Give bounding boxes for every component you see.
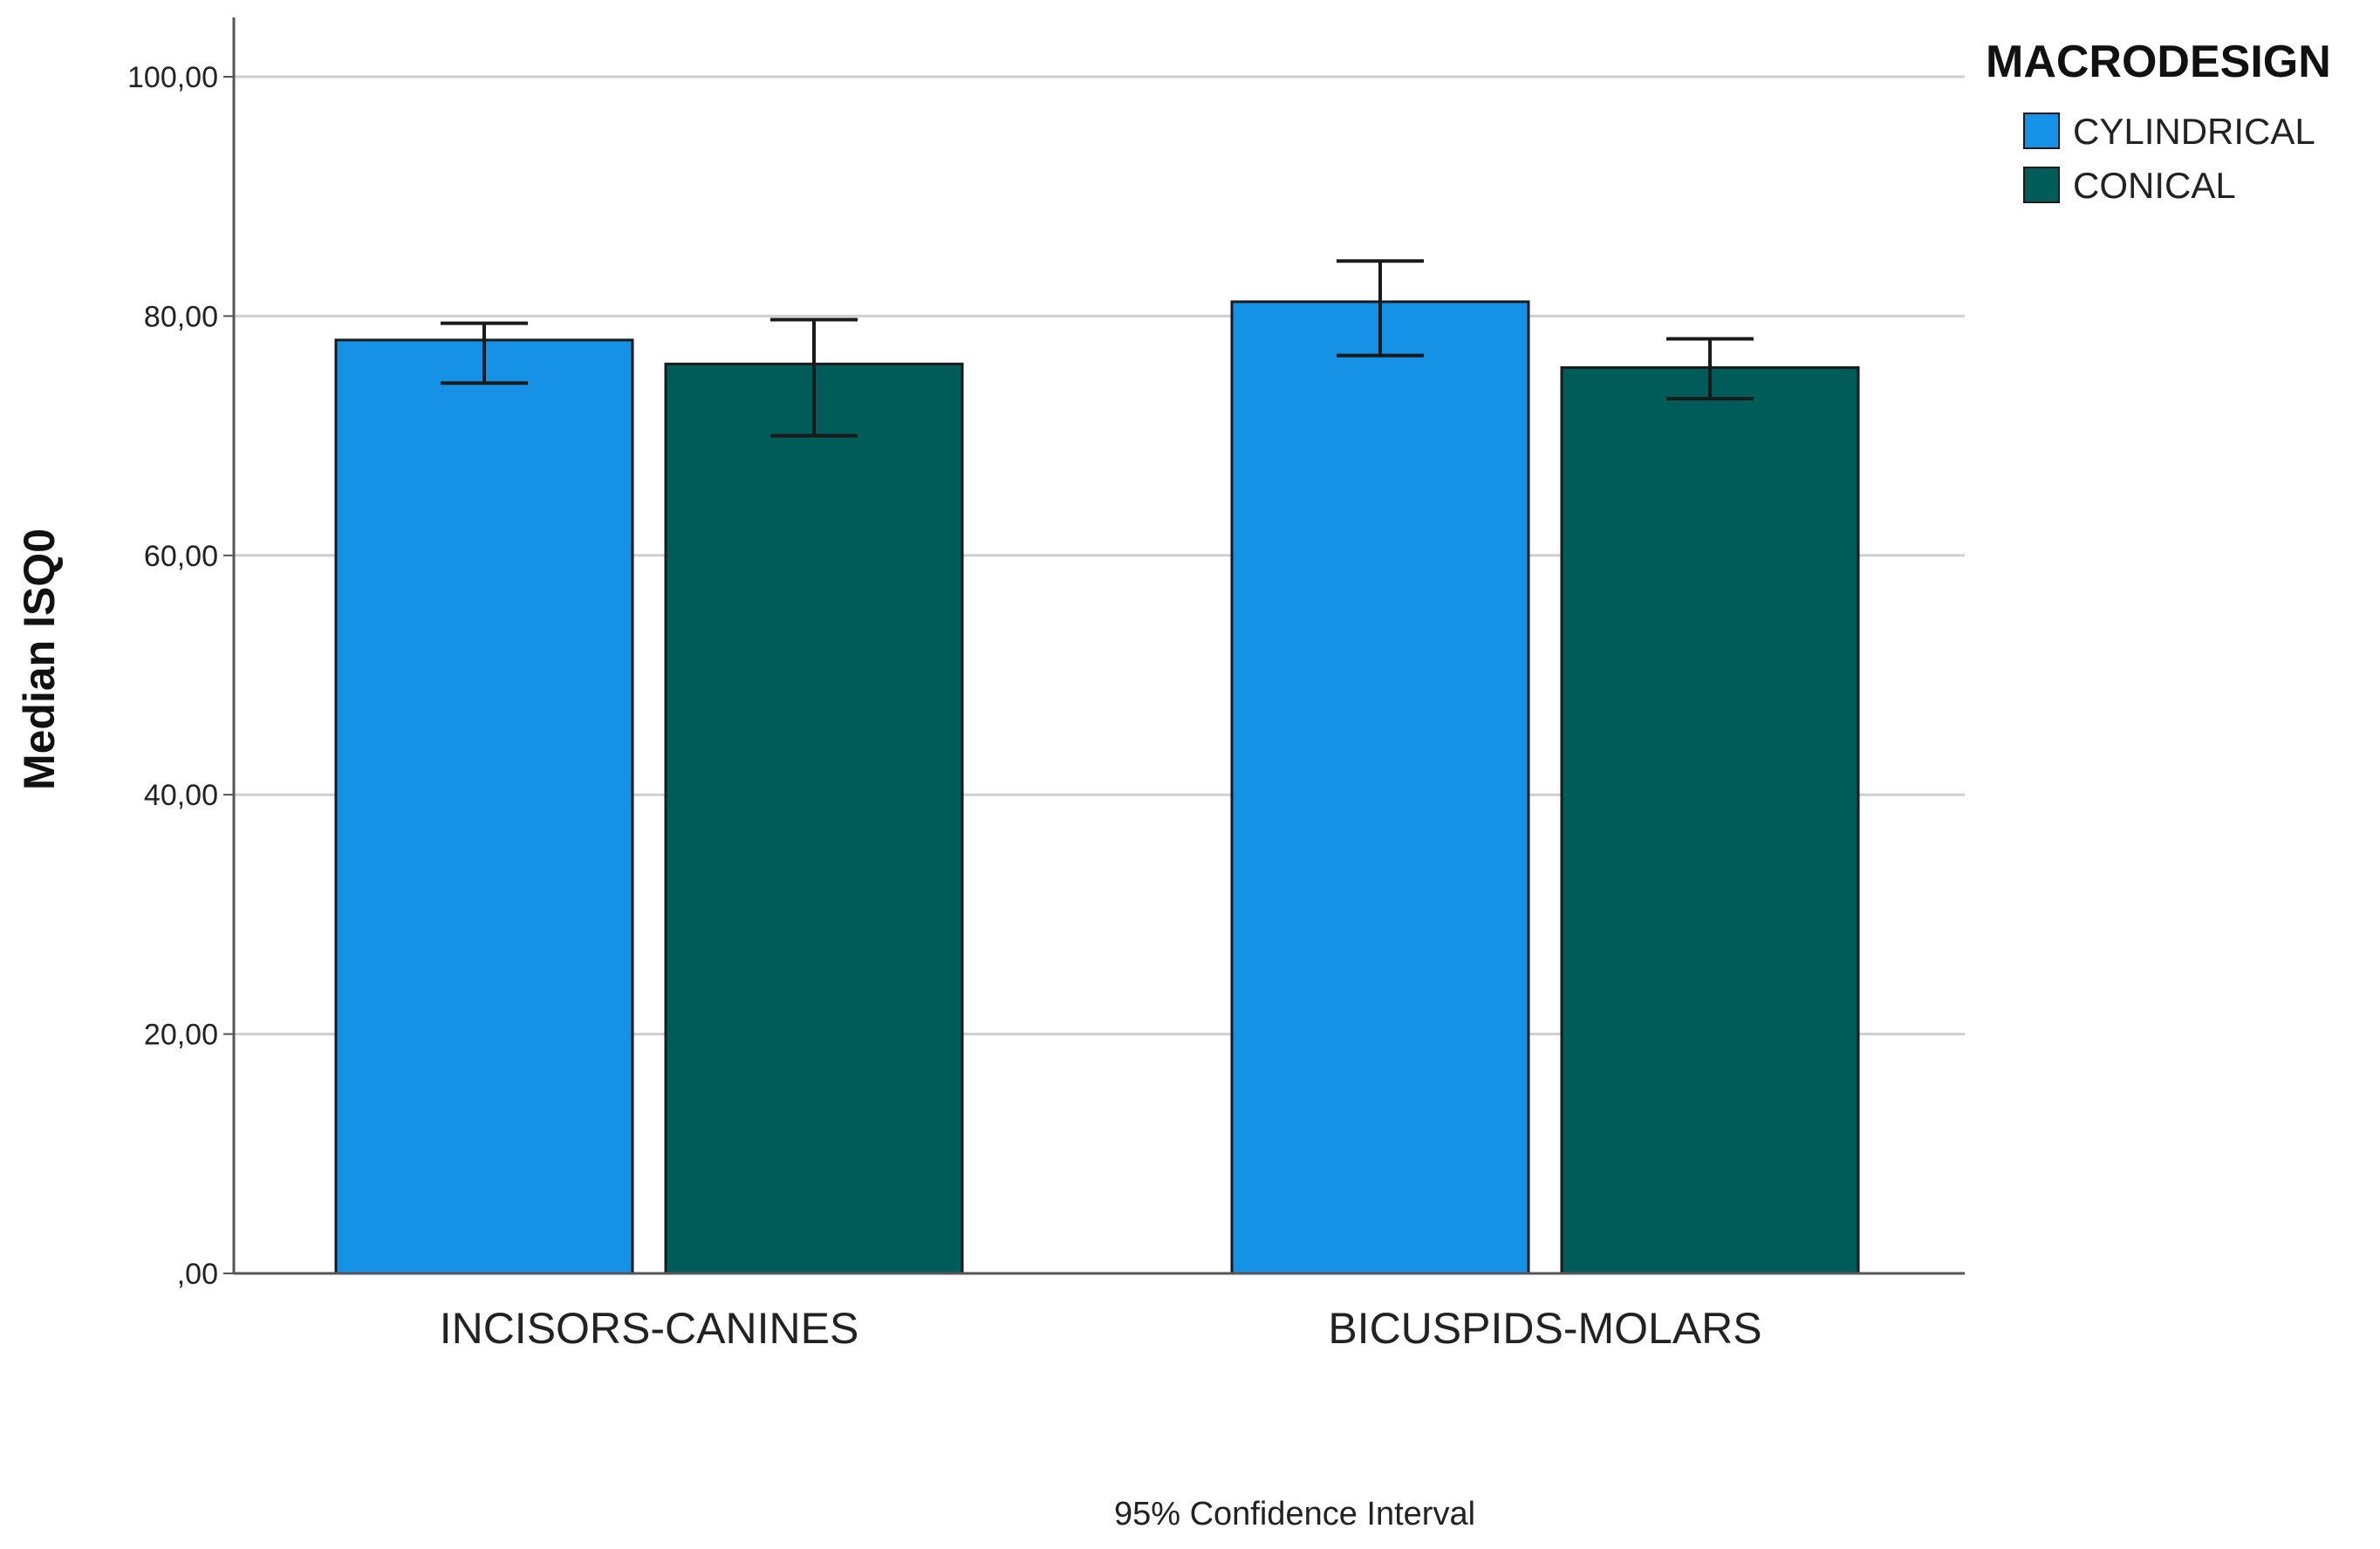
- y-tick-label: 40,00: [144, 779, 218, 812]
- bar-conical-1: [1560, 365, 1860, 1275]
- legend-swatch: [2023, 167, 2060, 203]
- x-category-label: BICUSPIDS-MOLARS: [1328, 1304, 1761, 1353]
- bars: [334, 300, 1860, 1275]
- y-tick-label: ,00: [177, 1258, 218, 1291]
- confidence-interval-note: 95% Confidence Interval: [1114, 1496, 1475, 1532]
- y-tick-label: 80,00: [144, 300, 218, 333]
- legend-swatch: [2023, 113, 2060, 149]
- y-axis-title: Median ISQ0: [15, 529, 64, 790]
- bar-conical-0: [664, 362, 964, 1275]
- y-tick-label: 100,00: [127, 61, 218, 94]
- bar-cylindrical-1: [1230, 300, 1530, 1275]
- legend-label: CYLINDRICAL: [2073, 111, 2315, 152]
- legend-label: CONICAL: [2073, 165, 2236, 206]
- error-bars: [441, 259, 1754, 438]
- axes: [223, 17, 1965, 1275]
- y-tick-label: 60,00: [144, 540, 218, 573]
- bar-cylindrical-0: [334, 338, 634, 1275]
- chart-text: Median ISQ0 95% Confidence Interval ,00 2…: [15, 61, 1762, 1532]
- legend-title: MACRODESIGN: [1986, 37, 2331, 87]
- legend: MACRODESIGN CYLINDRICAL CONICAL: [1986, 37, 2331, 206]
- y-tick-label: 20,00: [144, 1019, 218, 1052]
- x-category-label: INCISORS-CANINES: [440, 1304, 859, 1353]
